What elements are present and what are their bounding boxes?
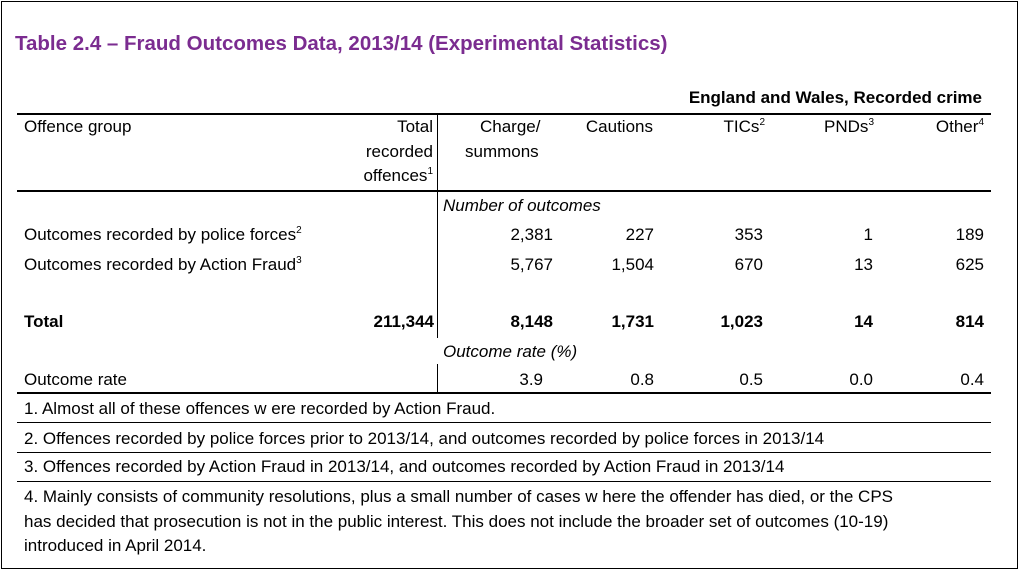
cell-police-cautions: 227 — [625, 225, 654, 244]
cell-police-charge: 2,381 — [510, 225, 553, 244]
cell-total-cautions: 1,731 — [611, 312, 654, 331]
cell-total-other: 814 — [955, 312, 984, 331]
cell-af-other: 625 — [955, 255, 984, 274]
row-label-outcome-rate: Outcome rate — [24, 370, 127, 389]
section-label-counts: Number of outcomes — [443, 196, 601, 215]
cell-police-tics: 353 — [734, 225, 763, 244]
cell-rate-cautions: 0.8 — [630, 370, 654, 389]
cell-rate-charge: 3.9 — [519, 370, 543, 389]
header-bottom-rule — [17, 190, 991, 192]
cell-af-tics: 670 — [734, 255, 763, 274]
cell-police-pnds: 1 — [863, 225, 873, 244]
cell-total-charge: 8,148 — [510, 312, 553, 331]
footnote-3: 3. Offences recorded by Action Fraud in … — [24, 457, 785, 476]
cell-police-other: 189 — [955, 225, 984, 244]
footnote-divider-3 — [17, 481, 991, 482]
cell-af-pnds: 13 — [854, 255, 873, 274]
footnote-divider-1 — [17, 422, 991, 423]
header-total-line1: Total — [397, 117, 433, 136]
header-cautions: Cautions — [585, 117, 653, 136]
cell-total-tics: 1,023 — [720, 312, 763, 331]
column-divider-body — [437, 192, 438, 338]
column-divider-header — [437, 113, 438, 192]
table-subtitle: England and Wales, Recorded crime — [688, 88, 982, 107]
footnote-1: 1. Almost all of these offences w ere re… — [24, 399, 496, 418]
header-top-rule — [17, 113, 991, 115]
footnote-2: 2. Offences recorded by police forces pr… — [24, 429, 825, 448]
footnote-divider-2 — [17, 452, 991, 453]
footnote-4-line2: has decided that prosecution is not in t… — [24, 512, 889, 531]
footnote-4-line3: introduced in April 2014. — [24, 536, 207, 555]
row-label-police-forces: Outcomes recorded by police forces2 — [24, 225, 302, 244]
header-charge-line1: Charge/ — [480, 117, 541, 136]
table-bottom-rule — [17, 392, 991, 394]
cell-total-pnds: 14 — [854, 312, 873, 331]
cell-rate-tics: 0.5 — [739, 370, 763, 389]
column-divider-rate — [437, 364, 438, 392]
cell-total-recorded: 211,344 — [373, 312, 434, 331]
header-offence-group: Offence group — [24, 117, 132, 136]
cell-af-charge: 5,767 — [510, 255, 553, 274]
cell-af-cautions: 1,504 — [611, 255, 654, 274]
row-label-total: Total — [24, 312, 64, 331]
header-total-line3: offences1 — [363, 166, 433, 185]
cell-rate-pnds: 0.0 — [849, 370, 873, 389]
header-charge-line2: summons — [465, 142, 539, 161]
header-pnds: PNDs3 — [824, 117, 874, 136]
cell-rate-other: 0.4 — [960, 370, 984, 389]
footnote-4-line1: 4. Mainly consists of community resoluti… — [24, 487, 893, 506]
header-other: Other4 — [935, 117, 984, 136]
section-label-rate: Outcome rate (%) — [443, 342, 578, 361]
header-total-line2: recorded — [365, 142, 433, 161]
table-title: Table 2.4 – Fraud Outcomes Data, 2013/14… — [15, 32, 668, 55]
header-tics: TICs2 — [723, 117, 765, 136]
row-label-action-fraud: Outcomes recorded by Action Fraud3 — [24, 255, 302, 274]
